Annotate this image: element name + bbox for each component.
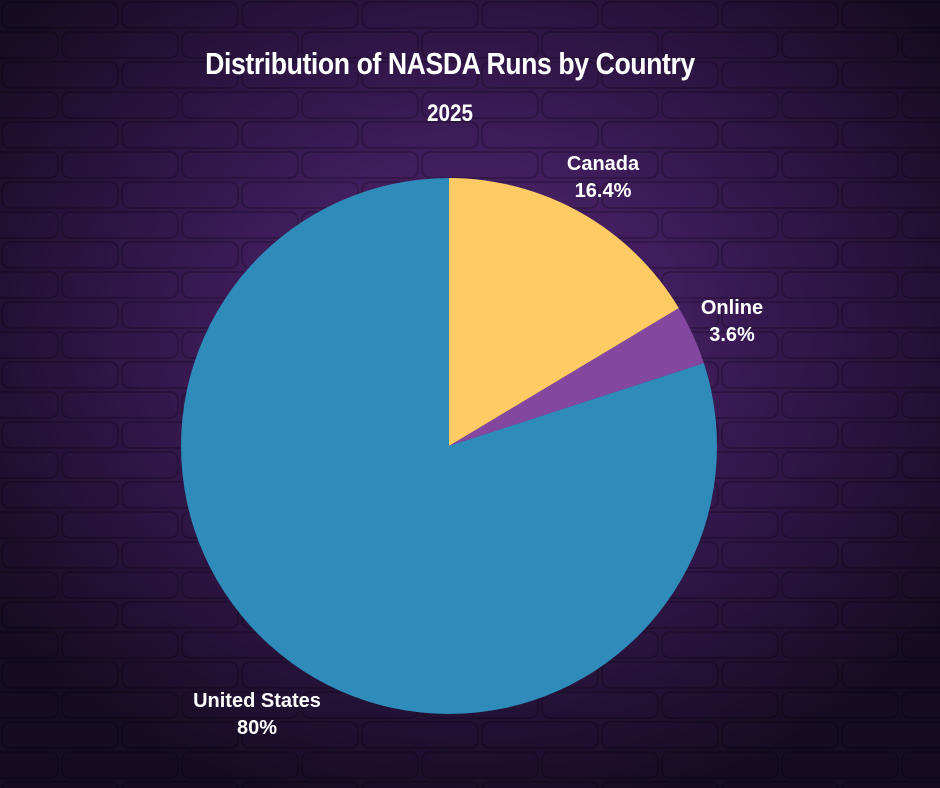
- slice-value-canada: 16.4%: [575, 180, 632, 202]
- slice-label-united-states: United States: [193, 690, 321, 712]
- pie-slice-canada: [449, 178, 679, 446]
- chart-subtitle: 2025: [427, 100, 473, 127]
- slice-value-united-states: 80%: [237, 717, 277, 739]
- slice-label-online: Online: [701, 297, 763, 319]
- slice-label-canada: Canada: [567, 153, 640, 175]
- chart-title: Distribution of NASDA Runs by Country: [205, 46, 695, 81]
- slice-value-online: 3.6%: [709, 324, 755, 346]
- pie-slice-united-states: [180, 178, 717, 714]
- pie-slice-online: [449, 308, 704, 446]
